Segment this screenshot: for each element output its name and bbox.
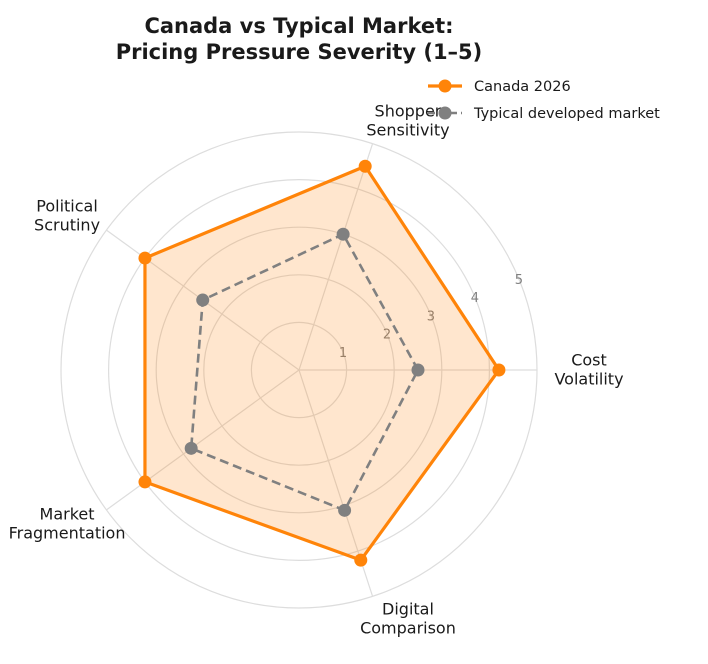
- axis-spoke: [106, 369, 300, 511]
- series-line-2: [189, 232, 420, 512]
- axis-label-shopper-sensitivity: Shopper Sensitivity: [366, 101, 449, 139]
- legend-item-1: Canada 2026: [428, 79, 571, 95]
- series-point-1: [492, 363, 506, 377]
- series-point-2: [411, 363, 425, 377]
- axis-label-political-scrutiny: Political Scrutiny: [34, 197, 100, 235]
- series-point-2: [338, 503, 352, 517]
- legend-label: Canada 2026: [474, 79, 571, 95]
- legend-label: Typical developed market: [473, 106, 660, 122]
- radial-ticks: 1 2 3 4 5: [339, 273, 523, 361]
- chart-title-line: Canada vs Typical Market:: [144, 14, 453, 38]
- series-point-1: [138, 475, 152, 489]
- series-point-1: [138, 251, 152, 265]
- tick-label: 5: [515, 273, 523, 288]
- series-point-2: [184, 441, 198, 455]
- axis-labels: Cost Volatility Shopper Sensitivity Politica…: [9, 101, 624, 637]
- legend-swatch-marker: [438, 79, 452, 93]
- legend: Canada 2026 Typical developed market: [428, 79, 660, 122]
- axis-label-cost-volatility: Cost Volatility: [554, 351, 623, 389]
- grid: [60, 131, 538, 609]
- series-point-2: [196, 293, 210, 307]
- series: [138, 159, 506, 567]
- axis-label-digital-comparison: Digital Comparison: [360, 600, 456, 638]
- series-point-2: [336, 227, 350, 241]
- tick-label: 3: [427, 309, 435, 324]
- legend-item-2: Typical developed market: [428, 106, 660, 122]
- series-line-1: [143, 164, 501, 562]
- chart-title-line: Pricing Pressure Severity (1–5): [116, 40, 483, 64]
- series-point-1: [354, 553, 368, 567]
- chart-title: Canada vs Typical Market:Pricing Pressur…: [116, 14, 483, 64]
- tick-label: 2: [383, 328, 391, 343]
- tick-label: 4: [471, 291, 479, 306]
- legend-swatch-marker: [438, 106, 452, 120]
- axis-label-market-fragmentation: Market Fragmentation: [9, 504, 126, 542]
- axis-spoke: [298, 143, 374, 371]
- tick-label: 1: [339, 346, 347, 361]
- series-point-1: [358, 159, 372, 173]
- series-fill-1: [144, 166, 499, 561]
